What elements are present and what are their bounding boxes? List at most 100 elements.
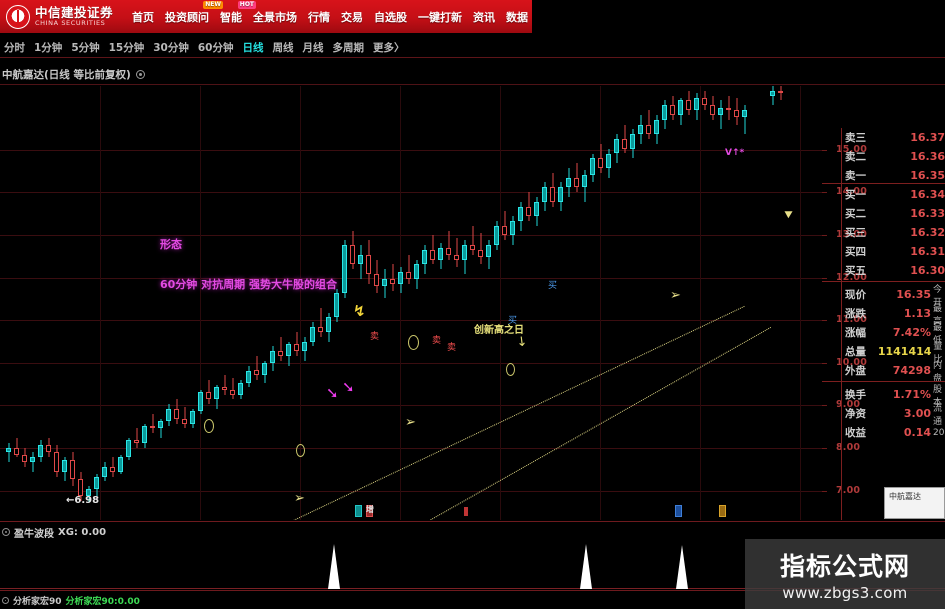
sub2-dot-icon[interactable] [2,597,9,604]
stat2-row-2[interactable]: 收益 0.142019 [845,423,945,442]
stat-value: 1141414 [877,345,932,358]
candle-68 [550,172,555,207]
sub1-baseline [0,588,945,589]
candle-13 [110,457,115,477]
candle-16 [134,428,139,448]
stat-row-2[interactable]: 涨幅 7.42% 最低 [845,323,945,346]
period-tab-5[interactable]: 60分钟 [197,41,234,54]
candle-body [126,440,131,458]
period-tab-7[interactable]: 周线 [272,41,294,54]
order-book-row-6[interactable]: 买四 16.31 [845,242,945,261]
order-book-row-7[interactable]: 买五 16.30 [845,261,945,280]
candle-53 [430,235,435,265]
order-book-row-1[interactable]: 卖二 16.36 [845,147,945,166]
bottom-label-zeng: 增 [366,505,374,514]
bottom-marker-red-1 [366,505,373,517]
sub1-dot-icon[interactable] [2,528,10,536]
order-book-label: 买一 [845,189,866,201]
period-tab-10[interactable]: 更多〉 [373,41,405,54]
candle-10 [86,486,91,502]
order-book-row-4[interactable]: 买二 16.33 [845,204,945,223]
period-tab-0[interactable]: 分时 [4,41,25,54]
stat2-row-0[interactable]: 换手 1.71% 股本 [845,385,945,408]
stat-row-1[interactable]: 涨跌 1.13 最高 [845,304,945,327]
price-chart-pane[interactable]: ➢ ➢ ➢ 形态 60分钟 对抗周期 强势大牛股的组合 创新高之日 ↘ ←6.9… [0,86,822,520]
bottom-marker-orange [719,505,726,517]
sell-signal-3: 卖 [447,343,457,353]
gridline-v-4 [500,86,501,520]
nav-item-1[interactable]: 投资顾问 NEW [164,0,224,27]
order-book-row-3[interactable]: 买一 16.34 [845,185,945,204]
candle-2 [22,447,27,467]
stat2-row-1[interactable]: 净资 3.00 流通 [845,404,945,427]
candle-body [158,421,163,429]
period-tab-3[interactable]: 15分钟 [108,41,145,54]
info-dot-icon[interactable] [135,69,145,79]
candle-body [550,187,555,202]
candle-57 [462,240,467,275]
candle-body [38,445,43,458]
price-axis-tick-6 [822,405,827,406]
period-tab-9[interactable]: 多周期 [332,41,365,54]
circle-marker-1 [204,419,214,433]
candle-body [542,187,547,202]
nav-item-3[interactable]: 全景市场 [252,7,298,27]
stat-row-0[interactable]: 现价 16.35 今开 [845,285,945,308]
sub-pane-1-header: 盈牛波段 XG: 0.00 [0,525,106,540]
candle-body [574,177,579,188]
order-book-row-0[interactable]: 卖三 16.37 [845,128,945,147]
nav-item-label: 资讯 [473,10,496,24]
candle-body [614,139,619,154]
candle-body [206,392,211,400]
nav-item-9[interactable]: 数据 [505,7,529,27]
nav-item-0[interactable]: 首页 [131,7,155,27]
stats-divider-2 [822,381,945,382]
stat-row-3[interactable]: 总量 1141414 量比 [845,342,945,365]
candle-11 [94,474,99,496]
order-book-row-2[interactable]: 卖一 16.35 [845,166,945,185]
candle-47 [382,269,387,299]
tooltip-text: 中航嘉达 [889,492,921,501]
candle-52 [422,245,427,275]
period-tab-8[interactable]: 月线 [302,41,324,54]
period-tab-1[interactable]: 1分钟 [34,41,63,54]
candle-48 [390,264,395,291]
quote-panel: 卖三 16.37 卖二 16.36 卖一 16.35 买一 16.34 买二 16.33 买三 16.… [822,128,945,520]
stat-extra-label: 今开 [933,284,943,308]
brand-logo[interactable]: 中信建投证券 CHINA SECURITIES [0,4,113,29]
candle-body [342,245,347,294]
gridline-h-8 [0,491,822,492]
candle-29 [238,380,243,400]
candle-body [254,370,259,376]
period-tab-4[interactable]: 30分钟 [153,41,189,54]
sub-pane-1-chart[interactable] [0,540,945,589]
period-tab-6[interactable]: 日线 [242,41,264,54]
nav-item-2[interactable]: 智能 HOT [219,0,257,27]
candle-body [590,158,595,176]
candle-12 [102,462,107,482]
sub-pane-2-header: 分析家宏90 分析家宏90:0.00 [0,594,140,607]
nav-item-8[interactable]: 资讯 [472,7,496,27]
price-axis-tick-2 [822,235,827,236]
candle-body [494,225,499,246]
nav-item-4[interactable]: 行情 [307,7,331,27]
order-book-row-5[interactable]: 买三 16.32 [845,223,945,242]
candle-body [174,409,179,419]
title-divider [0,84,945,85]
candle-body [350,245,355,265]
period-toolbar: 分时 1分钟 5分钟 15分钟 30分钟 60分钟 日线 周线 月线 多周期 更多〉 [0,38,945,56]
stat-row-4[interactable]: 外盘 74298 内盘 [845,361,945,384]
nav-item-6[interactable]: 自选股 [373,7,408,27]
candle-body [718,107,723,115]
nav-item-5[interactable]: 交易 [340,7,364,27]
candle-78 [630,129,635,159]
candle-wick [480,233,481,265]
price-axis-label-6: 9.00 [836,399,861,410]
period-tab-2[interactable]: 5分钟 [71,41,100,54]
order-book-label: 卖一 [845,170,866,182]
candle-18 [150,413,155,434]
nav-item-7[interactable]: 一键打新 [417,7,463,27]
candle-body [310,327,315,342]
candle-wick [152,413,153,434]
candle-87 [702,90,707,111]
